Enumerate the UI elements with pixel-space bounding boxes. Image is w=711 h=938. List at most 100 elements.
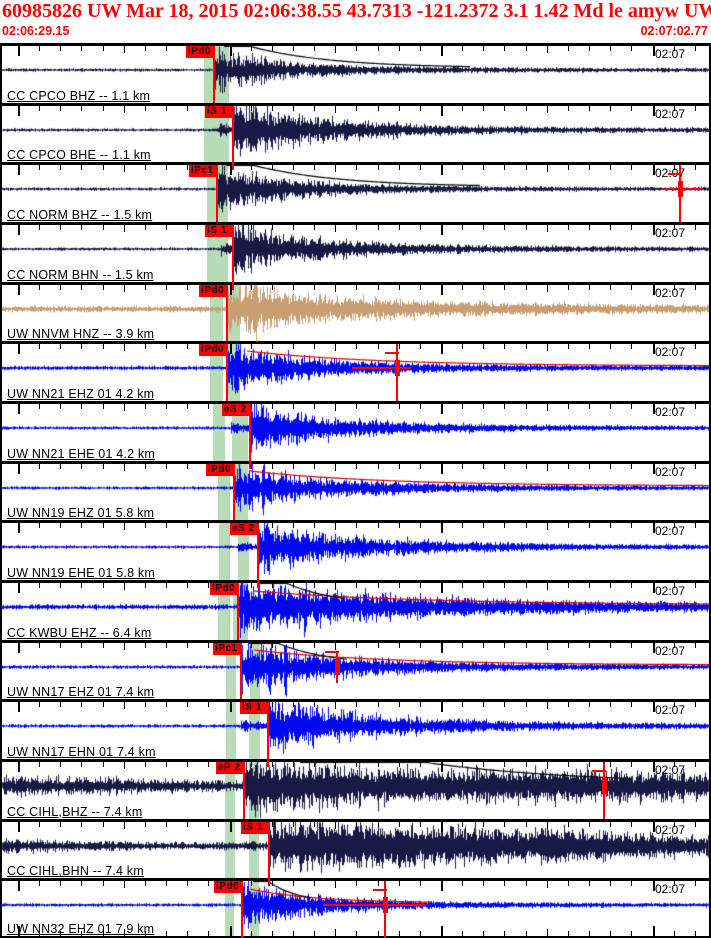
pick-line: [232, 224, 234, 290]
pick-line: [233, 463, 235, 521]
trace-row[interactable]: 02:07 iPd0 UW NN21 EHZ 01 4.2 km: [0, 341, 711, 402]
coda-duration-marker[interactable]: [323, 904, 425, 907]
pick-line: [226, 344, 228, 401]
pick-flag[interactable]: iPd0: [199, 344, 227, 357]
station-label: UW NN21 EHZ 01 4.2 km: [7, 386, 155, 401]
coda-duration-marker[interactable]: [385, 352, 399, 355]
trace-row[interactable]: 02:07 iS 1 CC NORM BHN -- 1.5 km: [0, 221, 711, 290]
station-label: UW NN19 EHZ 01 5.8 km: [7, 506, 155, 521]
time-tick-label: 02:07: [655, 583, 686, 598]
window-start-time: 02:06:29.15: [2, 24, 70, 38]
waveform-canvas[interactable]: [0, 224, 711, 282]
time-tick-label: 02:07: [655, 524, 686, 539]
trace-row[interactable]: 02:07 eP 2 CC CIHL,BHZ -- 7.4 km: [0, 758, 711, 819]
pick-flag[interactable]: eS 2: [222, 403, 250, 416]
station-label: CC NORM BHZ -- 1.5 km: [7, 207, 153, 222]
time-tick-label: 02:07: [655, 643, 686, 658]
pick-flag[interactable]: iPd0: [210, 582, 238, 595]
pick-line: [249, 403, 251, 469]
trace-row[interactable]: 02:07 iS 1 CC CPCO BHE -- 1.1 km: [0, 102, 711, 171]
coda-duration-marker[interactable]: [668, 173, 682, 176]
trace-row[interactable]: 02:07 iS 1 UW NN17 EHN 01 7.4 km: [0, 699, 711, 767]
waveform-canvas[interactable]: [0, 344, 711, 402]
waveform-canvas[interactable]: [0, 165, 711, 223]
station-label: CC NORM BHN -- 1.5 km: [7, 267, 154, 282]
station-label: CC CIHL,BHN -- 7.4 km: [7, 864, 144, 879]
pick-line: [241, 881, 243, 938]
pick-flag[interactable]: iPd0: [199, 284, 227, 297]
trace-list: 02:07 iPd0 CC CPCO BHZ -- 1.1 km 02:07 i…: [0, 43, 711, 938]
pick-flag[interactable]: eP 2: [216, 761, 244, 774]
pick-flag[interactable]: iPd0: [214, 881, 242, 894]
window-end-time: 02:07:02.77: [640, 24, 708, 38]
pick-flag[interactable]: iPd0: [186, 46, 214, 58]
trace-row[interactable]: 02:07 iPc1 UW NN17 EHZ 01 7.4 km: [0, 639, 711, 700]
trace-row[interactable]: 02:07 iPd0 UW NNVM HNZ -- 3.9 km: [0, 281, 711, 342]
coda-duration-marker[interactable]: [601, 777, 607, 794]
station-label: UW NN17 EHZ 01 7.4 km: [7, 685, 155, 700]
station-label: UW NN21 EHE 01 4.2 km: [7, 446, 155, 461]
waveform-canvas[interactable]: [0, 821, 711, 879]
pick-line: [226, 284, 228, 342]
waveform-canvas[interactable]: [0, 105, 711, 163]
pick-flag[interactable]: iPd0: [206, 463, 234, 476]
station-label: CC CPCO BHZ -- 1.1 km: [7, 88, 151, 103]
pick-line: [240, 642, 242, 700]
time-tick-label: 02:07: [655, 822, 686, 837]
trace-row[interactable]: 02:07 iS 1 CC CIHL,BHN -- 7.4 km: [0, 818, 711, 887]
waveform-canvas[interactable]: [0, 642, 711, 700]
trace-row[interactable]: 02:07 iPd0 UW NN32 EHZ 01 7.9 km: [0, 878, 711, 938]
waveform-canvas[interactable]: [0, 523, 711, 581]
event-summary-line: 60985826 UW Mar 18, 2015 02:06:38.55 43.…: [2, 0, 711, 22]
station-label: UW NNVM HNZ -- 3.9 km: [7, 327, 155, 342]
time-tick-label: 02:07: [655, 285, 686, 300]
pick-line: [213, 46, 215, 103]
station-label: CC CPCO BHE -- 1.1 km: [7, 148, 151, 163]
pick-line: [216, 165, 218, 222]
pick-flag[interactable]: iS 1: [205, 105, 233, 118]
pick-flag[interactable]: eS 2: [230, 523, 258, 536]
time-tick-label: 02:07: [655, 106, 686, 121]
waveform-canvas[interactable]: [0, 881, 711, 938]
coda-duration-marker[interactable]: [373, 889, 387, 892]
pick-flag[interactable]: iPc1: [213, 642, 241, 655]
trace-row[interactable]: 02:07 iPc1 CC NORM BHZ -- 1.5 km: [0, 162, 711, 223]
coda-duration-marker[interactable]: [352, 367, 411, 370]
time-tick-label: 02:07: [655, 225, 686, 240]
pick-line: [268, 821, 270, 887]
trace-row[interactable]: 02:07 eS 2 UW NN19 EHE 01 5.8 km: [0, 520, 711, 588]
trace-row[interactable]: 02:07 iPd0 CC KWBU EHZ -- 6.4 km: [0, 579, 711, 640]
pick-line: [267, 702, 269, 767]
pick-line: [232, 105, 234, 171]
coda-duration-marker[interactable]: [334, 658, 340, 675]
waveform-canvas[interactable]: [0, 582, 711, 640]
time-tick-label: 02:07: [655, 345, 686, 360]
waveform-canvas[interactable]: [0, 702, 711, 760]
coda-duration-marker[interactable]: [662, 188, 702, 191]
station-label: CC KWBU EHZ -- 6.4 km: [7, 625, 152, 640]
time-tick-label: 02:07: [655, 404, 686, 419]
station-label: UW NN19 EHE 01 5.8 km: [7, 565, 155, 580]
coda-duration-marker[interactable]: [325, 650, 339, 653]
trace-row[interactable]: 02:07 iPd0 CC CPCO BHZ -- 1.1 km: [0, 43, 711, 103]
waveform-canvas[interactable]: [0, 46, 711, 103]
pick-flag[interactable]: iS 1: [241, 821, 269, 834]
coda-duration-marker[interactable]: [592, 769, 606, 772]
waveform-canvas[interactable]: [0, 403, 711, 461]
trace-row[interactable]: 02:07 eS 2 UW NN21 EHE 01 4.2 km: [0, 400, 711, 469]
time-tick-label: 02:07: [655, 703, 686, 718]
pick-line: [257, 523, 259, 588]
time-tick-label: 02:07: [655, 464, 686, 479]
pick-flag[interactable]: iPc1: [189, 165, 217, 178]
waveform-canvas[interactable]: [0, 284, 711, 342]
time-tick-label: 02:07: [655, 882, 686, 897]
pick-flag[interactable]: iS 1: [205, 224, 233, 237]
trace-row[interactable]: 02:07 iPd0 UW NN19 EHZ 01 5.8 km: [0, 460, 711, 521]
station-label: UW NN17 EHN 01 7.4 km: [7, 744, 156, 759]
pick-flag[interactable]: iS 1: [240, 702, 268, 715]
event-header: 60985826 UW Mar 18, 2015 02:06:38.55 43.…: [0, 0, 711, 43]
pick-line: [243, 761, 245, 819]
waveform-canvas[interactable]: [0, 463, 711, 521]
time-tick-label: 02:07: [655, 762, 686, 777]
